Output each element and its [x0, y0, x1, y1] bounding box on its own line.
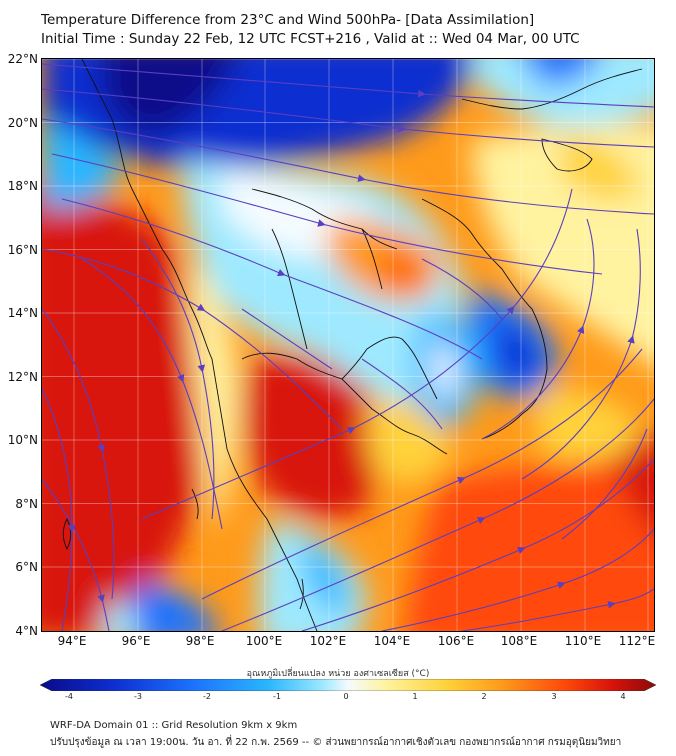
colorbar-tick: -1 [273, 692, 281, 701]
colorbar-tick: 2 [481, 692, 487, 701]
lat-label: 22°N [7, 52, 38, 66]
lon-label: 96°E [121, 634, 151, 648]
lat-label: 10°N [7, 433, 38, 447]
colorbar-gradient [40, 679, 656, 691]
lat-label: 14°N [7, 306, 38, 320]
lat-label: 18°N [7, 179, 38, 193]
footer-credits: ปรับปรุงข้อมูล ณ เวลา 19:00น. วัน อา. ที… [50, 737, 622, 748]
title-line-2: Initial Time : Sunday 22 Feb, 12 UTC FCS… [41, 31, 580, 47]
lat-label: 12°N [7, 370, 38, 384]
lon-label: 106°E [437, 634, 475, 648]
colorbar-tick: 1 [412, 692, 418, 701]
lat-label: 4°N [15, 624, 38, 638]
lon-label: 102°E [309, 634, 347, 648]
wind-streamlines [42, 63, 654, 631]
colorbar-title: อุณหภูมิเปลี่ยนแปลง หน่วย องศาเซลเซียส (… [246, 669, 430, 679]
lat-label: 6°N [15, 560, 38, 574]
colorbar-tick: 0 [343, 692, 349, 701]
colorbar-tick: -4 [65, 692, 73, 701]
lon-label: 110°E [564, 634, 602, 648]
lon-label: 104°E [373, 634, 411, 648]
lon-label: 94°E [57, 634, 87, 648]
lat-label: 8°N [15, 497, 38, 511]
lon-label: 98°E [185, 634, 215, 648]
footer-model-info: WRF-DA Domain 01 :: Grid Resolution 9km … [50, 720, 298, 731]
colorbar-tick: 4 [620, 692, 626, 701]
colorbar-tick: 3 [551, 692, 557, 701]
lon-label: 112°E [618, 634, 656, 648]
lat-label: 20°N [7, 116, 38, 130]
map-title: Temperature Difference from 23°C and Win… [41, 11, 580, 49]
lon-label: 108°E [500, 634, 538, 648]
colorbar [40, 679, 656, 691]
colorbar-tick: -3 [134, 692, 142, 701]
title-line-1: Temperature Difference from 23°C and Win… [41, 12, 535, 28]
colorbar-tick: -2 [203, 692, 211, 701]
lon-label: 100°E [245, 634, 283, 648]
map-canvas[interactable] [41, 58, 655, 632]
lat-label: 16°N [7, 243, 38, 257]
